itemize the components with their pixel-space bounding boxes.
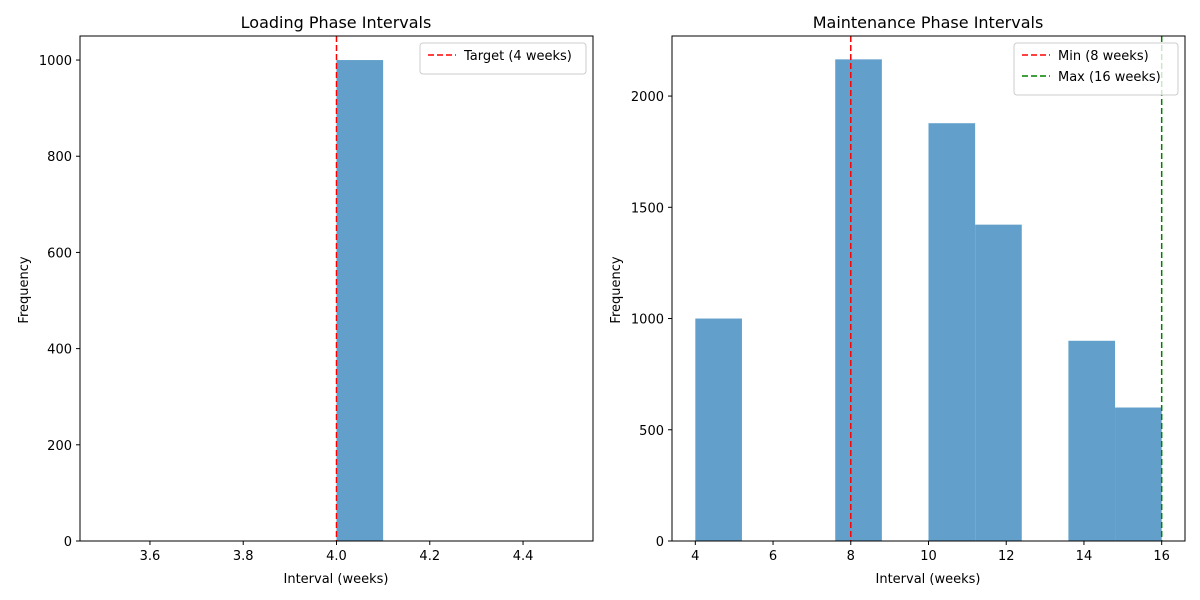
y-tick-label: 0 [64, 535, 72, 550]
legend-label: Min (8 weeks) [1058, 49, 1149, 64]
x-tick-label: 4.4 [513, 549, 534, 564]
x-tick-label: 10 [920, 549, 937, 564]
x-tick-label: 12 [998, 549, 1015, 564]
x-tick-label: 4 [691, 549, 699, 564]
x-tick-label: 8 [847, 549, 855, 564]
legend: Target (4 weeks) [419, 42, 587, 75]
y-tick-label: 0 [656, 535, 664, 550]
legend-label: Target (4 weeks) [463, 49, 572, 64]
x-tick-label: 6 [769, 549, 777, 564]
loading-phase-chart: Loading Phase Intervals Interval (weeks)… [17, 13, 594, 587]
x-tick-label: 3.8 [233, 549, 254, 564]
y-axis-label: Frequency [17, 256, 32, 323]
y-tick-label: 600 [47, 246, 72, 261]
y-tick-label: 1000 [631, 313, 664, 328]
x-tick-label: 14 [1076, 549, 1093, 564]
y-tick-label: 200 [47, 439, 72, 454]
histogram-bar [336, 60, 384, 542]
histogram-bar [1068, 340, 1116, 541]
y-tick-label: 500 [639, 424, 664, 439]
y-tick-label: 1000 [39, 54, 72, 69]
x-tick-label: 4.0 [326, 549, 347, 564]
y-tick-label: 800 [47, 150, 72, 165]
x-axis-label: Interval (weeks) [876, 572, 981, 587]
x-tick-label: 16 [1153, 549, 1170, 564]
legend-label: Max (16 weeks) [1058, 70, 1161, 85]
legend: Min (8 weeks) Max (16 weeks) [1013, 42, 1179, 96]
y-tick-label: 1500 [631, 201, 664, 216]
histogram-bar [1115, 407, 1162, 541]
legend-box [1013, 42, 1179, 96]
histogram-bar [928, 123, 976, 542]
y-tick-label: 400 [47, 343, 72, 358]
chart-title: Loading Phase Intervals [241, 13, 432, 32]
legend-box [419, 42, 587, 75]
histogram-bar [695, 318, 742, 541]
y-tick-label: 2000 [631, 90, 664, 105]
histogram-bar [835, 59, 882, 541]
x-tick-label: 4.2 [419, 549, 440, 564]
x-tick-label: 3.6 [140, 549, 161, 564]
chart-title: Maintenance Phase Intervals [813, 13, 1044, 32]
histogram-bar [975, 224, 1022, 541]
y-axis-label: Frequency [609, 256, 624, 323]
x-axis-label: Interval (weeks) [284, 572, 389, 587]
maintenance-phase-chart: Maintenance Phase Intervals Interval (we… [609, 13, 1186, 587]
